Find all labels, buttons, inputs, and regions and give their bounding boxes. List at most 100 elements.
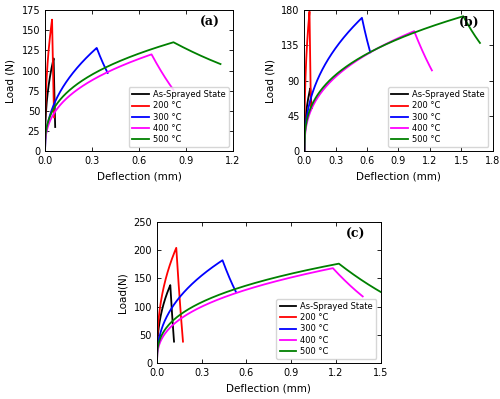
400 °C [411,29,417,34]
As-Sprayed State [154,336,160,341]
500 °C [216,293,222,298]
500 °C [336,261,342,266]
300 °C [212,263,218,268]
300 °C [42,149,48,154]
Line: 400 °C: 400 °C [157,268,362,363]
500 °C [471,32,477,37]
Line: 300 °C: 300 °C [157,260,236,363]
500 °C [114,59,120,64]
Line: 200 °C: 200 °C [304,12,311,151]
300 °C [228,279,234,284]
As-Sprayed State [154,361,160,365]
As-Sprayed State [52,124,58,129]
200 °C [44,63,51,68]
300 °C [304,110,310,115]
200 °C [302,149,308,154]
400 °C [42,149,48,154]
400 °C [162,76,168,81]
200 °C [302,105,308,110]
As-Sprayed State [45,89,51,93]
400 °C [48,117,54,122]
300 °C [364,39,370,43]
300 °C [101,63,107,67]
Line: As-Sprayed State: As-Sprayed State [304,89,312,151]
Text: (a): (a) [200,16,220,29]
400 °C [338,69,344,74]
400 °C [308,271,314,275]
As-Sprayed State [47,75,53,80]
Y-axis label: Load(N): Load(N) [118,272,128,313]
As-Sprayed State [166,285,172,290]
As-Sprayed State [168,283,173,288]
500 °C [477,41,483,45]
300 °C [214,261,220,266]
500 °C [164,325,170,330]
500 °C [256,279,262,284]
300 °C [104,71,110,75]
400 °C [360,294,366,299]
As-Sprayed State [50,61,56,65]
Line: 200 °C: 200 °C [45,20,54,151]
500 °C [154,45,160,49]
400 °C [78,85,84,89]
300 °C [154,361,160,365]
500 °C [391,38,397,43]
Line: 500 °C: 500 °C [45,42,220,151]
200 °C [51,115,57,120]
400 °C [422,55,428,60]
As-Sprayed State [162,298,168,303]
X-axis label: Deflection (mm): Deflection (mm) [226,383,311,393]
500 °C [42,149,48,154]
As-Sprayed State [52,103,58,107]
As-Sprayed State [306,89,312,94]
300 °C [94,45,100,50]
500 °C [363,280,369,285]
200 °C [180,339,186,344]
300 °C [220,258,226,263]
200 °C [303,58,309,63]
500 °C [378,290,384,294]
400 °C [364,52,370,57]
500 °C [314,266,320,271]
Line: 500 °C: 500 °C [304,16,480,151]
As-Sprayed State [171,339,177,344]
200 °C [154,361,160,365]
300 °C [60,85,66,90]
As-Sprayed State [302,149,308,154]
Line: 500 °C: 500 °C [157,264,380,363]
500 °C [440,20,446,25]
400 °C [148,52,154,57]
200 °C [48,24,54,29]
200 °C [155,325,161,330]
Line: 400 °C: 400 °C [304,31,432,151]
400 °C [316,269,322,273]
As-Sprayed State [302,129,308,134]
Text: (c): (c) [346,227,365,241]
400 °C [170,87,176,92]
As-Sprayed State [166,287,172,292]
400 °C [349,285,355,290]
300 °C [71,69,77,74]
300 °C [302,149,308,154]
As-Sprayed State [307,88,313,93]
300 °C [176,296,182,300]
Y-axis label: Load (N): Load (N) [6,59,16,103]
Line: 300 °C: 300 °C [45,48,108,151]
Legend: As-Sprayed State, 200 °C, 300 °C, 400 °C, 500 °C: As-Sprayed State, 200 °C, 300 °C, 400 °C… [388,87,488,147]
Line: 400 °C: 400 °C [45,54,174,151]
200 °C [42,108,48,113]
Line: 300 °C: 300 °C [304,18,370,151]
200 °C [306,9,312,14]
As-Sprayed State [309,106,315,111]
As-Sprayed State [308,99,314,104]
200 °C [165,269,171,274]
200 °C [174,245,180,250]
400 °C [330,266,336,271]
500 °C [302,149,308,154]
400 °C [429,68,435,73]
As-Sprayed State [158,310,164,315]
300 °C [90,49,96,54]
As-Sprayed State [170,321,175,326]
300 °C [321,64,327,69]
400 °C [140,55,146,60]
